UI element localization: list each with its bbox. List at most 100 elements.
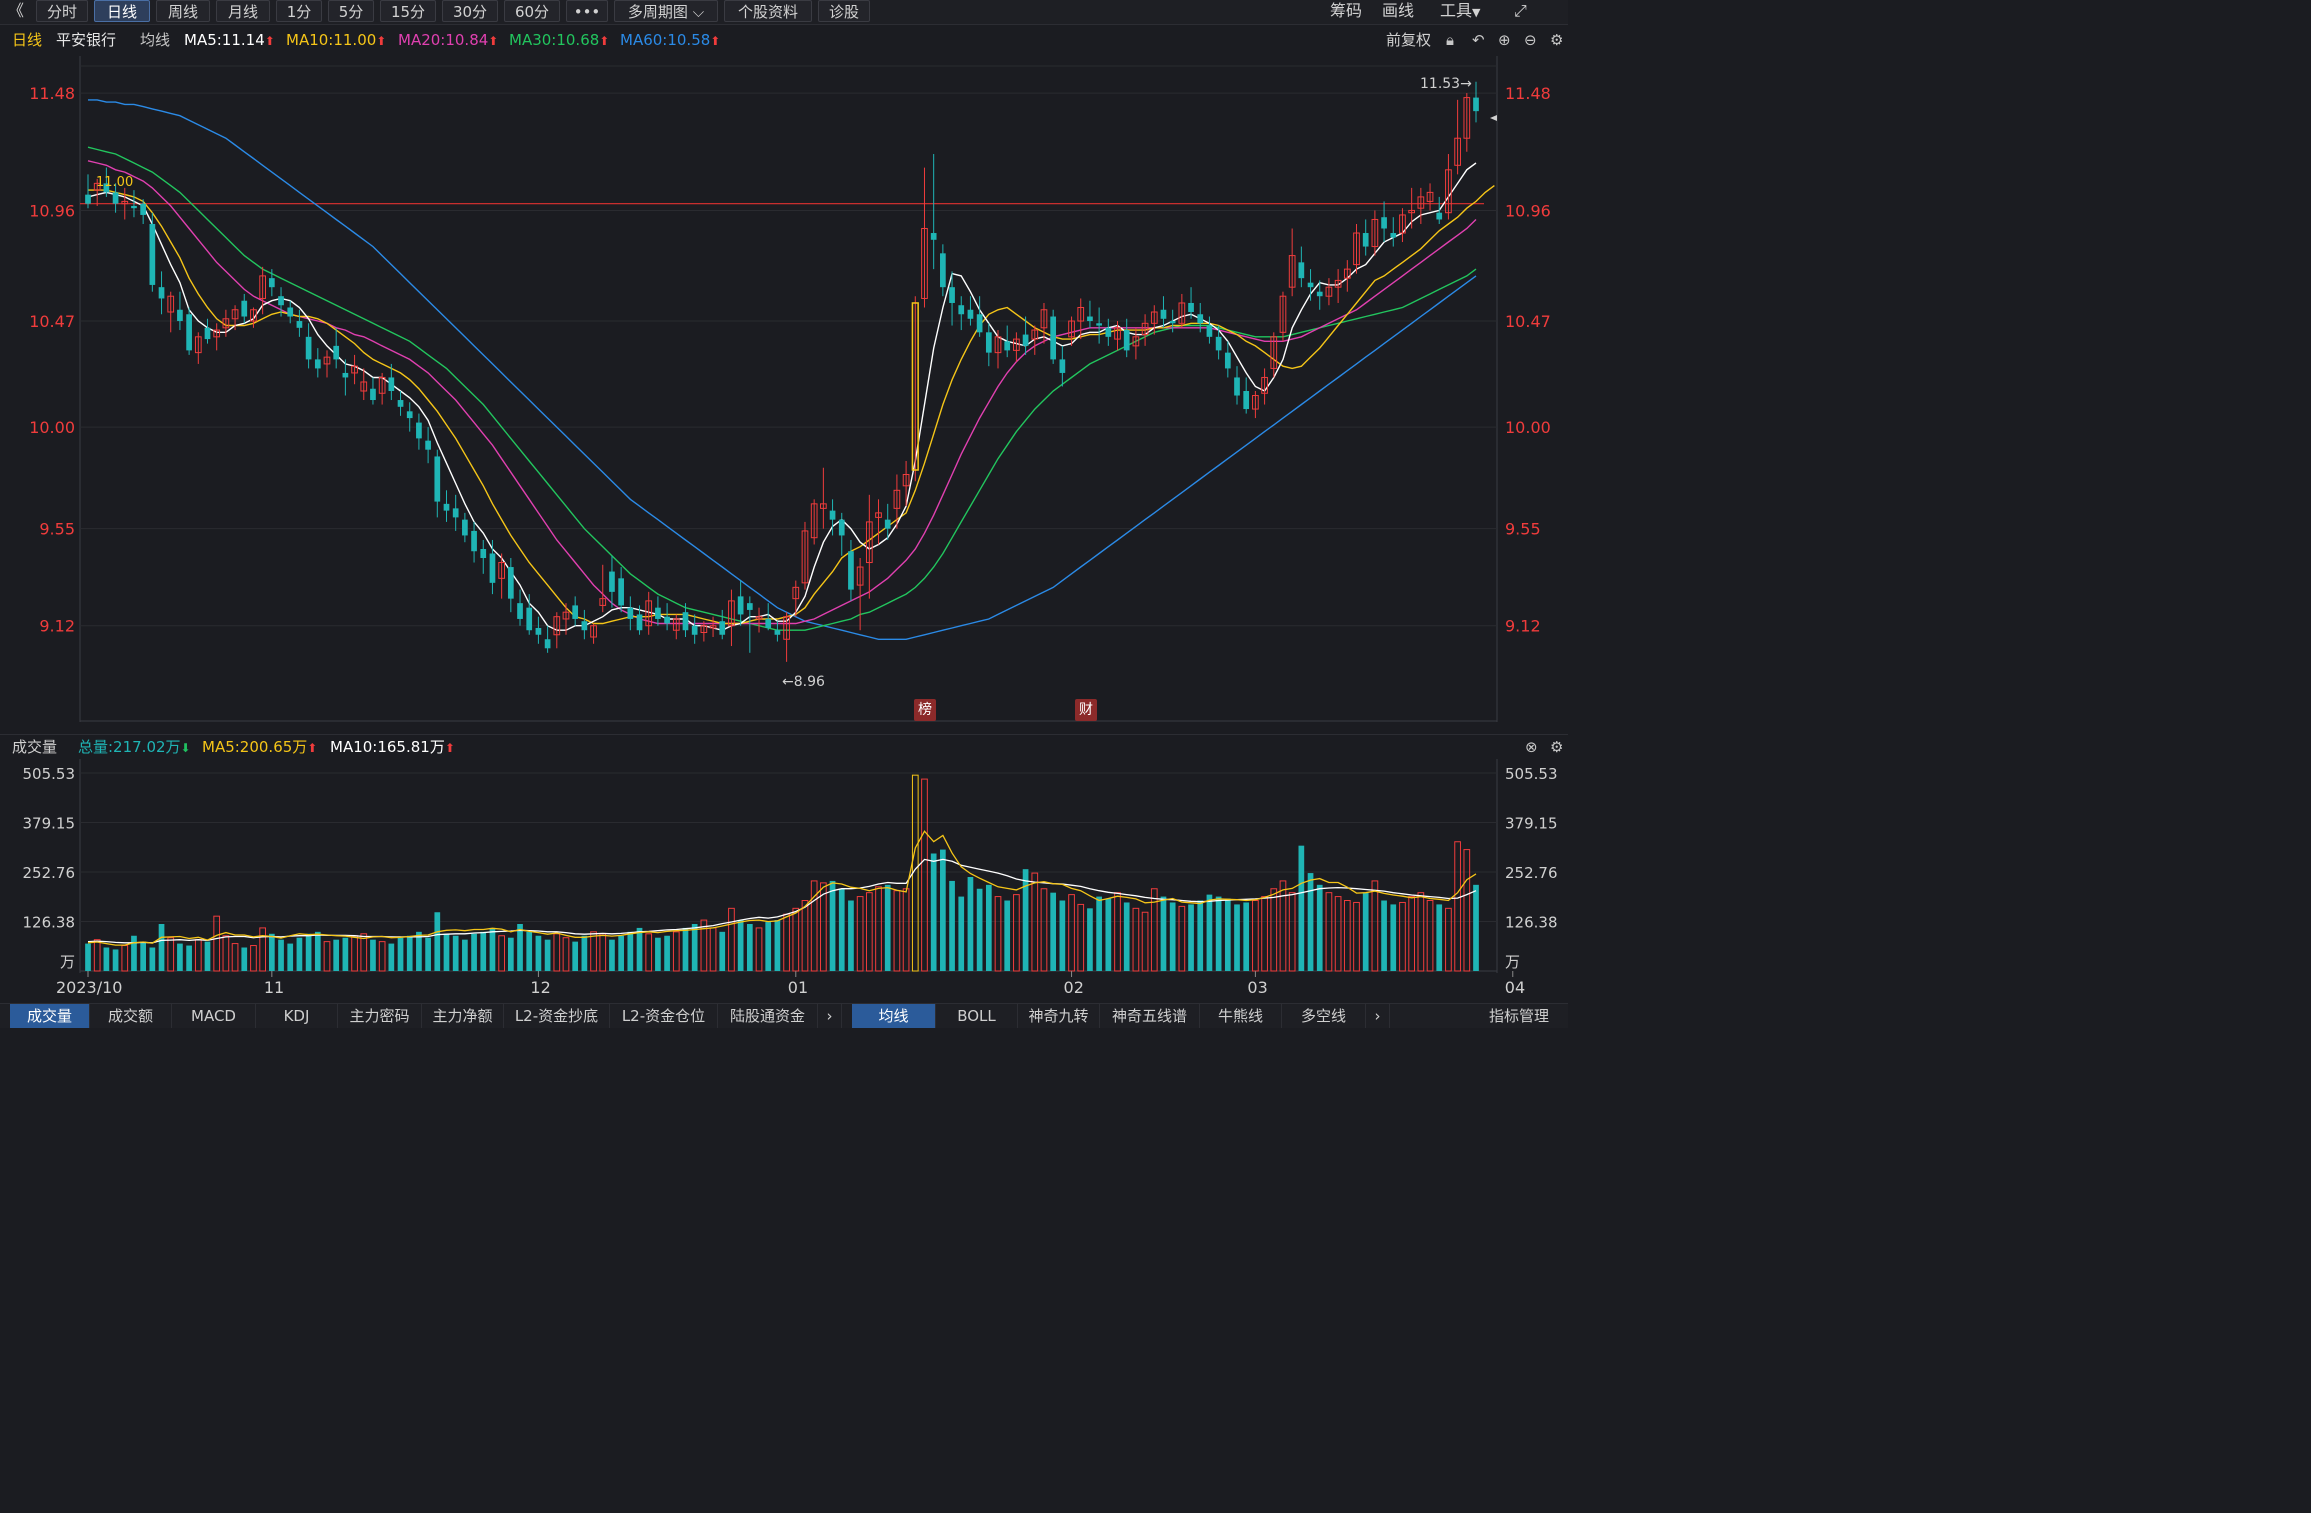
tab-30min[interactable]: 30分 — [442, 0, 498, 22]
tools-button[interactable]: 工具▼ — [1440, 0, 1480, 22]
stock-info-button[interactable]: 个股资料 — [724, 0, 812, 22]
collapse-left-icon[interactable]: 《 — [8, 1, 25, 20]
volume-bar — [406, 935, 413, 971]
undo-icon[interactable]: ↶ — [1472, 31, 1485, 49]
settings-gear-icon[interactable]: ⚙ — [1550, 31, 1564, 49]
volume-bar — [1325, 892, 1333, 972]
multi-period-dropdown[interactable]: 多周期图 ⌵ — [614, 0, 718, 22]
draw-button[interactable]: 画线 — [1382, 1, 1415, 20]
fullscreen-icon[interactable]: ⤢ — [1514, 1, 1527, 20]
candle-body — [1123, 330, 1130, 351]
volume-bar — [1279, 880, 1287, 972]
candle-body — [103, 183, 110, 193]
volume-bar — [204, 941, 211, 971]
tab-5min[interactable]: 5分 — [328, 0, 374, 22]
marker-bang[interactable]: 榜 — [914, 699, 936, 721]
ref-annotation: 11.00 — [96, 175, 133, 190]
y-tick-label: 126.38 — [23, 914, 76, 932]
indicator-manage-button[interactable]: 指标管理 — [1488, 1007, 1549, 1025]
volume-bar — [103, 947, 110, 971]
lock-icon[interactable]: 🔒︎ — [1446, 31, 1454, 49]
candle-body — [1234, 377, 1240, 396]
tab-monthly[interactable]: 月线 — [216, 0, 270, 22]
tab-main-code[interactable]: 主力密码 — [338, 1004, 422, 1028]
candle-body — [296, 321, 303, 328]
volume-bar — [1243, 902, 1250, 971]
volume-bar — [985, 884, 992, 971]
volume-bar — [1234, 904, 1240, 971]
avg-line-label[interactable]: 均线 — [140, 31, 171, 49]
candle-body — [737, 596, 744, 615]
volume-bar — [755, 927, 763, 972]
volume-ma5-text: MA5:200.65万 — [202, 738, 308, 756]
candlestick-chart[interactable]: 11.48 10.96 10.47 10.00 9.55 9.12 11.48 10.96 1… — [0, 56, 1568, 722]
tab-1min[interactable]: 1分 — [276, 0, 322, 22]
volume-bar — [1362, 892, 1369, 971]
candle-body — [177, 309, 183, 322]
tab-main-net[interactable]: 主力净额 — [422, 1004, 504, 1028]
tab-l2-bottom[interactable]: L2-资金抄底 — [504, 1004, 610, 1028]
unit-label: 万 — [60, 953, 75, 971]
volume-bar — [544, 939, 551, 971]
scroll-right-icon[interactable]: › — [1366, 1004, 1390, 1028]
candle-body — [893, 489, 901, 509]
candle-body — [1334, 279, 1342, 288]
more-periods-button[interactable]: ••• — [566, 0, 608, 22]
volume-chart[interactable]: 505.53 505.53 379.15 379.15 252.76 252.76 126.… — [0, 759, 1568, 1003]
volume-bar — [1059, 900, 1066, 971]
volume-bar — [1160, 896, 1167, 971]
candle-body — [158, 287, 165, 299]
tab-intraday[interactable]: 分时 — [36, 0, 88, 22]
y-tick-label: 11.48 — [1505, 84, 1551, 103]
candle-body — [1445, 169, 1452, 214]
volume-bar — [930, 853, 937, 971]
volume-bar — [1371, 880, 1379, 972]
tab-magic-nine[interactable]: 神奇九转 — [1018, 1004, 1100, 1028]
candle-body — [314, 359, 321, 369]
candle-body — [333, 345, 340, 360]
tab-l2-position[interactable]: L2-资金仓位 — [610, 1004, 718, 1028]
volume-bar — [1445, 907, 1452, 972]
volume-ma10-line — [87, 858, 1477, 944]
tab-northbound[interactable]: 陆股通资金 — [718, 1004, 818, 1028]
tab-daily[interactable]: 日线 — [94, 0, 150, 22]
zoom-out-icon[interactable]: ⊖ — [1524, 31, 1537, 49]
settings-gear-icon[interactable]: ⚙ — [1550, 738, 1564, 756]
y-tick-label: 10.96 — [1505, 201, 1551, 220]
tab-long-short[interactable]: 多空线 — [1282, 1004, 1366, 1028]
chevron-down-icon: ⌵ — [692, 3, 705, 21]
tab-magic-five[interactable]: 神奇五线谱 — [1100, 1004, 1200, 1028]
scroll-right-icon[interactable]: › — [818, 1004, 842, 1028]
tab-macd[interactable]: MACD — [172, 1004, 256, 1028]
tab-bull-bear[interactable]: 牛熊线 — [1200, 1004, 1282, 1028]
ma10-value: MA10:11.00⬆ — [286, 26, 386, 55]
forward-adjust-toggle[interactable]: 前复权 — [1386, 31, 1432, 49]
candle-body — [810, 503, 818, 539]
tab-ma[interactable]: 均线 — [852, 1004, 936, 1028]
tab-kdj[interactable]: KDJ — [256, 1004, 338, 1028]
tab-weekly[interactable]: 周线 — [156, 0, 210, 22]
volume-bar — [434, 912, 441, 971]
volume-label: 成交量 — [12, 738, 58, 756]
volume-bar — [1408, 896, 1416, 972]
y-tick-label: 9.12 — [39, 617, 75, 636]
volume-bar — [1105, 898, 1112, 971]
close-icon[interactable]: ⊗ — [1525, 738, 1538, 756]
y-tick-label: 252.76 — [23, 864, 76, 882]
marker-cai[interactable]: 财 — [1075, 699, 1097, 721]
tab-boll[interactable]: BOLL — [936, 1004, 1018, 1028]
diagnose-button[interactable]: 诊股 — [818, 0, 870, 22]
volume-bar — [1417, 892, 1425, 972]
tab-turnover[interactable]: 成交额 — [90, 1004, 172, 1028]
stock-name[interactable]: 平安银行 — [56, 31, 117, 49]
candle-body — [213, 329, 221, 338]
zoom-in-icon[interactable]: ⊕ — [1498, 31, 1511, 49]
tab-15min[interactable]: 15分 — [380, 0, 436, 22]
tab-volume[interactable]: 成交量 — [10, 1004, 90, 1028]
candle-body — [783, 616, 790, 640]
volume-bar — [1454, 841, 1461, 972]
candle-body — [829, 510, 836, 520]
candle-body — [1160, 309, 1167, 319]
tab-60min[interactable]: 60分 — [504, 0, 560, 22]
chips-button[interactable]: 筹码 — [1330, 1, 1363, 20]
